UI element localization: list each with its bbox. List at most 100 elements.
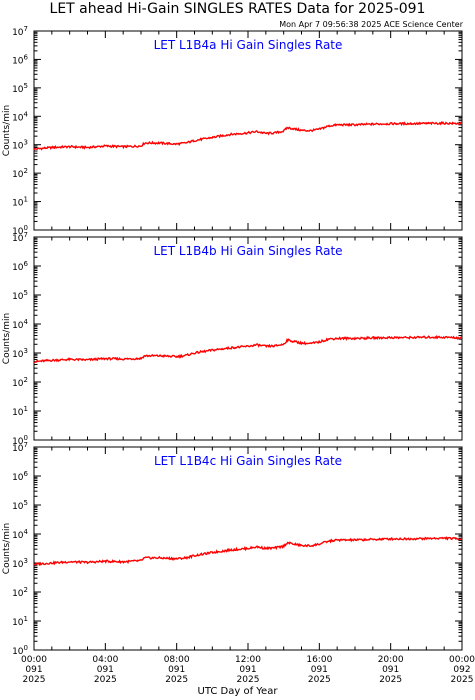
y-tick-label: 105 bbox=[12, 499, 28, 512]
y-tick-label-exponent: 4 bbox=[24, 318, 29, 326]
y-tick-label-exponent: 3 bbox=[24, 347, 28, 355]
y-tick-label-base: 10 bbox=[12, 234, 24, 244]
y-tick-label-exponent: 5 bbox=[24, 82, 28, 90]
y-tick-label-exponent: 5 bbox=[24, 289, 28, 297]
y-axis-label: Counts/min bbox=[2, 523, 12, 574]
y-tick-label: 103 bbox=[12, 139, 28, 152]
y-tick-label: 104 bbox=[12, 318, 28, 331]
y-tick-label-exponent: 2 bbox=[24, 586, 28, 594]
y-tick-label-exponent: 7 bbox=[24, 25, 28, 33]
y-tick-label-exponent: 4 bbox=[24, 528, 29, 536]
y-tick-label: 103 bbox=[12, 347, 28, 360]
y-tick-label-exponent: 6 bbox=[24, 470, 29, 478]
y-tick-label-exponent: 7 bbox=[24, 231, 28, 239]
x-tick-label-doy: 091 bbox=[311, 665, 328, 675]
x-axis-label: UTC Day of Year bbox=[197, 686, 278, 697]
y-tick-label-base: 10 bbox=[12, 113, 24, 123]
y-tick-label: 107 bbox=[12, 25, 28, 38]
y-tick-label-exponent: 0 bbox=[24, 644, 28, 652]
x-tick-label-time: 16:00 bbox=[306, 655, 332, 665]
y-tick-label: 101 bbox=[12, 615, 28, 628]
x-tick-label-year: 2025 bbox=[237, 675, 260, 685]
x-tick-label-doy: 091 bbox=[239, 665, 256, 675]
y-tick-label-exponent: 6 bbox=[24, 260, 29, 268]
y-tick-label: 100 bbox=[12, 644, 28, 657]
panel-title: LET L1B4a Hi Gain Singles Rate bbox=[154, 38, 343, 52]
y-tick-label-base: 10 bbox=[12, 531, 24, 541]
y-tick-label-base: 10 bbox=[12, 199, 24, 209]
y-tick-label: 100 bbox=[12, 434, 28, 447]
y-tick-label-exponent: 1 bbox=[24, 615, 28, 623]
y-tick-label-exponent: 1 bbox=[24, 405, 28, 413]
series-line bbox=[33, 536, 463, 567]
x-tick-label-time: 12:00 bbox=[235, 655, 261, 665]
plot-title: LET ahead Hi-Gain SINGLES RATES Data for… bbox=[49, 1, 426, 17]
x-tick-label-doy: 091 bbox=[168, 665, 185, 675]
y-axis-label: Counts/min bbox=[2, 313, 12, 364]
x-tick-label-doy: 091 bbox=[97, 665, 114, 675]
y-tick-label: 107 bbox=[12, 231, 28, 244]
y-tick-label-base: 10 bbox=[12, 28, 24, 38]
y-tick-label: 104 bbox=[12, 528, 28, 541]
y-tick-label-exponent: 0 bbox=[24, 224, 28, 232]
plot-frame bbox=[33, 236, 463, 441]
series-line bbox=[33, 120, 463, 151]
y-tick-label-base: 10 bbox=[12, 56, 24, 66]
y-tick-label-exponent: 5 bbox=[24, 499, 28, 507]
y-tick-label-base: 10 bbox=[12, 560, 24, 570]
series-line bbox=[33, 334, 463, 364]
x-tick-label-year: 2025 bbox=[165, 675, 188, 685]
y-tick-label: 104 bbox=[12, 110, 28, 123]
x-tick-label-time: 08:00 bbox=[164, 655, 190, 665]
y-tick-label-base: 10 bbox=[12, 589, 24, 599]
y-tick-label-exponent: 2 bbox=[24, 376, 28, 384]
y-tick-label-base: 10 bbox=[12, 502, 24, 512]
y-tick-label-base: 10 bbox=[12, 85, 24, 95]
y-tick-label: 107 bbox=[12, 441, 28, 454]
y-tick-label: 102 bbox=[12, 376, 28, 389]
panel-title: LET L1B4b Hi Gain Singles Rate bbox=[153, 244, 342, 258]
y-tick-label: 101 bbox=[12, 405, 28, 418]
x-tick-label-year: 2025 bbox=[451, 675, 474, 685]
x-tick-label-doy: 091 bbox=[382, 665, 399, 675]
generated-timestamp: Mon Apr 7 09:56:38 2025 ACE Science Cent… bbox=[279, 20, 463, 29]
y-tick-label-exponent: 0 bbox=[24, 434, 28, 442]
y-tick-label-base: 10 bbox=[12, 263, 24, 273]
y-tick-label: 102 bbox=[12, 586, 28, 599]
y-tick-label: 106 bbox=[12, 470, 28, 483]
y-tick-label-base: 10 bbox=[12, 444, 24, 454]
x-tick-label-year: 2025 bbox=[23, 675, 46, 685]
y-tick-label: 103 bbox=[12, 557, 28, 570]
x-tick-label-year: 2025 bbox=[379, 675, 402, 685]
x-tick-label-time: 20:00 bbox=[378, 655, 404, 665]
y-tick-label: 101 bbox=[12, 196, 28, 209]
y-tick-label-base: 10 bbox=[12, 647, 24, 657]
x-tick-label-time: 04:00 bbox=[92, 655, 118, 665]
y-tick-label: 105 bbox=[12, 289, 28, 302]
y-tick-label: 106 bbox=[12, 260, 28, 273]
y-axis-label: Counts/min bbox=[2, 105, 12, 156]
x-tick-label-year: 2025 bbox=[94, 675, 117, 685]
x-tick-label-doy: 091 bbox=[25, 665, 42, 675]
y-tick-label-exponent: 4 bbox=[24, 110, 29, 118]
y-tick-label-base: 10 bbox=[12, 350, 24, 360]
y-tick-label-base: 10 bbox=[12, 379, 24, 389]
plot-frame bbox=[33, 30, 463, 231]
y-tick-label-base: 10 bbox=[12, 227, 24, 237]
y-tick-label: 106 bbox=[12, 53, 28, 66]
y-tick-label: 102 bbox=[12, 167, 28, 180]
y-tick-label-exponent: 3 bbox=[24, 557, 28, 565]
y-tick-label-base: 10 bbox=[12, 142, 24, 152]
y-tick-label: 100 bbox=[12, 224, 28, 237]
panel-title: LET L1B4c Hi Gain Singles Rate bbox=[154, 454, 342, 468]
y-tick-label-base: 10 bbox=[12, 437, 24, 447]
x-tick-label-time: 00:00 bbox=[449, 655, 475, 665]
y-tick-label-exponent: 6 bbox=[24, 53, 29, 61]
y-tick-label-base: 10 bbox=[12, 618, 24, 628]
y-tick-label-base: 10 bbox=[12, 170, 24, 180]
